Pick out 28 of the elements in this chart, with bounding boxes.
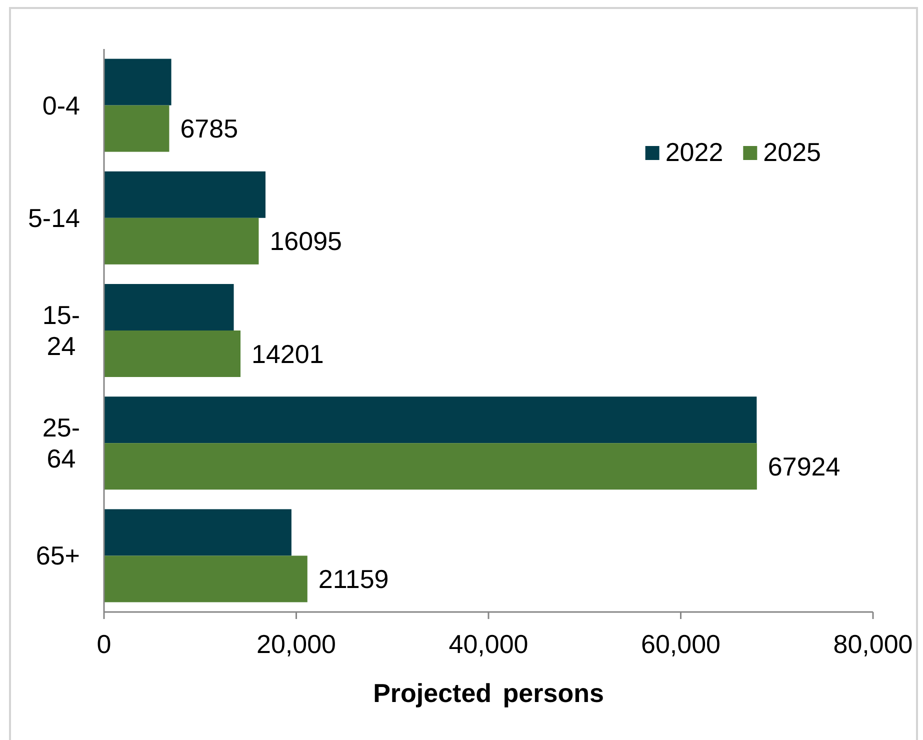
y-tick-label: 5-14: [28, 202, 80, 233]
legend-label: 2022: [665, 137, 724, 167]
bar: [104, 556, 308, 602]
bar: [104, 218, 259, 264]
data-label: 16095: [270, 226, 342, 256]
x-tick-label: 80,000: [833, 629, 913, 659]
bar: [104, 58, 172, 106]
bar: [104, 443, 757, 490]
bar: [104, 509, 292, 556]
bar: [104, 330, 241, 378]
x-tick-label: 40,000: [448, 629, 528, 659]
data-label: 14201: [252, 338, 324, 369]
y-tick-label: 0-4: [42, 90, 80, 120]
y-tick-label: 65+: [36, 540, 80, 571]
data-label: 21159: [318, 564, 389, 594]
x-tick-label: 20,000: [256, 629, 336, 659]
data-label: 6785: [180, 114, 238, 144]
x-tick-label: 60,000: [640, 629, 721, 659]
x-tick-label: 0: [96, 629, 112, 659]
x-axis-title: Projected persons: [373, 678, 604, 708]
legend-label: 2025: [763, 137, 822, 167]
y-tick-label: 15-24: [42, 300, 80, 361]
data-label: 67924: [768, 451, 840, 482]
bar: [104, 396, 757, 444]
y-tick-label: 25-64: [42, 412, 80, 474]
bar: [104, 171, 266, 218]
bar: [104, 105, 170, 152]
bar: [104, 284, 234, 330]
